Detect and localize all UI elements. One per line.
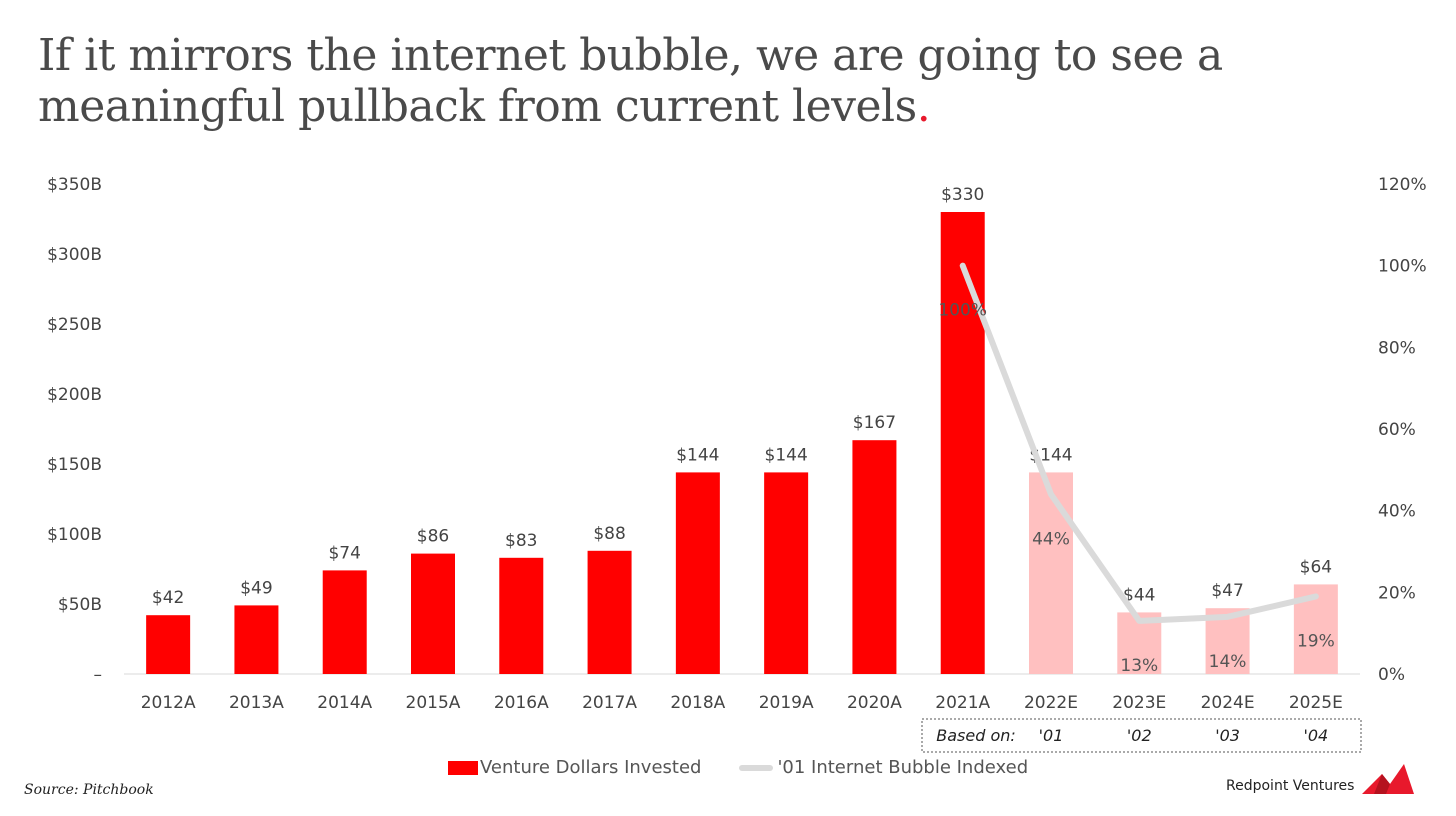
line-point <box>1138 619 1141 622</box>
line-series <box>959 262 1319 624</box>
left-axis-tick-label: $150B <box>47 455 102 475</box>
bar <box>322 570 367 674</box>
bar-value-label: $44 <box>1123 585 1155 605</box>
redpoint-logo-icon <box>1362 764 1414 794</box>
x-axis-tick-label: 2020A <box>847 693 902 713</box>
x-axis-tick-label: 2022E <box>1024 693 1078 713</box>
line-value-label: 13% <box>1120 656 1158 676</box>
title-text: If it mirrors the internet bubble, we ar… <box>38 30 1223 132</box>
x-axis-tick-label: 2014A <box>317 693 372 713</box>
x-axis-tick-label: 2012A <box>141 693 196 713</box>
bar <box>234 605 279 674</box>
bar-line-chart: – $50B $100B $150B $200B $250B $300B $350B 0% 20%… <box>47 175 1427 753</box>
bar <box>499 557 544 674</box>
x-axis-tick-label: 2023E <box>1112 693 1166 713</box>
left-axis-tick-label: – <box>94 665 103 685</box>
line-point <box>1314 595 1317 598</box>
legend-label-internet-bubble: '01 Internet Bubble Indexed <box>777 757 1029 778</box>
left-axis-tick-label: $100B <box>47 525 102 545</box>
right-axis-tick-label: 40% <box>1378 502 1416 522</box>
line-value-label: 44% <box>1032 529 1070 549</box>
chart-legend: Venture Dollars Invested '01 Internet Bu… <box>448 757 1066 778</box>
x-axis-tick-label: 2015A <box>406 693 461 713</box>
left-axis-tick-label: $250B <box>47 315 102 335</box>
left-axis-tick-label: $300B <box>47 245 102 265</box>
bar-value-label: $83 <box>505 531 537 551</box>
line-value-label: 100% <box>938 301 987 321</box>
bar-value-label: $144 <box>676 445 719 465</box>
x-axis-tick-label: 2013A <box>229 693 284 713</box>
left-axis-tick-label: $200B <box>47 385 102 405</box>
x-axis-tick-label: 2024E <box>1201 693 1255 713</box>
bar-value-label: $42 <box>152 588 184 608</box>
legend-swatch-line <box>739 764 774 771</box>
right-axis-tick-label: 120% <box>1378 175 1427 195</box>
bar-value-label: $64 <box>1300 557 1332 577</box>
based-on-year: '02 <box>1127 726 1152 745</box>
bar <box>675 472 720 674</box>
legend-swatch-bar <box>448 760 478 775</box>
bar-value-label: $47 <box>1211 581 1243 601</box>
based-on-year: '04 <box>1303 726 1328 745</box>
bar <box>146 615 191 674</box>
bar <box>411 553 455 674</box>
line-point <box>961 264 964 267</box>
line-value-label: 14% <box>1209 652 1247 672</box>
line-value-label: 19% <box>1297 631 1335 651</box>
x-axis-tick-label: 2025E <box>1289 693 1343 713</box>
x-axis-tick-label: 2018A <box>670 693 725 713</box>
right-axis-tick-label: 60% <box>1378 420 1416 440</box>
bar-value-label: $330 <box>941 185 984 205</box>
bar-value-label: $74 <box>328 543 360 563</box>
right-axis-tick-label: 80% <box>1378 338 1416 358</box>
source-note: Source: Pitchbook <box>24 782 154 798</box>
right-axis-tick-label: 0% <box>1378 665 1405 685</box>
bar <box>940 212 985 674</box>
left-axis-tick-label: $50B <box>58 595 102 615</box>
bar <box>764 472 809 674</box>
legend-label-venture-dollars: Venture Dollars Invested <box>480 757 702 778</box>
bar-value-label: $144 <box>765 445 808 465</box>
brand-name: Redpoint Ventures <box>1226 778 1355 794</box>
x-axis-tick-label: 2017A <box>582 693 637 713</box>
left-axis-tick-label: $350B <box>47 175 102 195</box>
based-on-label: Based on: <box>936 726 1016 745</box>
bar-value-label: $49 <box>240 578 272 598</box>
line-point <box>1050 493 1052 496</box>
legend-item-internet-bubble: '01 Internet Bubble Indexed <box>739 757 1028 778</box>
title-dot: . <box>916 81 931 132</box>
x-axis-tick-label: 2019A <box>759 693 814 713</box>
based-on-year: '01 <box>1039 726 1064 745</box>
based-on-year: '03 <box>1215 726 1240 745</box>
x-axis-tick-label: 2021A <box>935 693 990 713</box>
bar <box>852 440 897 674</box>
legend-item-venture-dollars: Venture Dollars Invested <box>448 757 701 778</box>
x-axis-tick-label: 2016A <box>494 693 549 713</box>
right-axis-tick-label: 100% <box>1378 257 1427 277</box>
page-title: If it mirrors the internet bubble, we ar… <box>38 30 1428 132</box>
line-point <box>1226 615 1229 618</box>
right-axis-tick-label: 20% <box>1378 583 1416 603</box>
bar-value-label: $88 <box>593 524 625 544</box>
bar <box>1029 472 1073 674</box>
bar <box>587 550 632 674</box>
bar-value-label: $86 <box>417 527 449 547</box>
bar-value-label: $167 <box>853 413 896 433</box>
